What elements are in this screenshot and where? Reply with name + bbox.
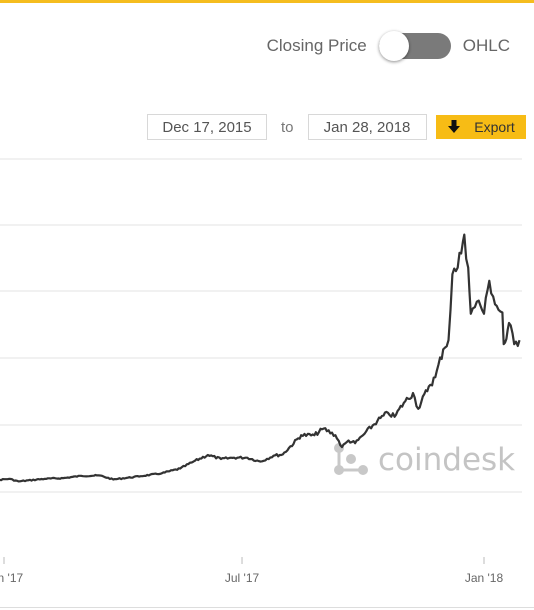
ohlc-label[interactable]: OHLC [462, 36, 510, 55]
top-accent-rule [0, 0, 534, 3]
download-arrow-icon [448, 120, 461, 133]
x-tick-label-0: Jan '17 [0, 571, 23, 585]
closing-price-series-line [0, 233, 521, 483]
x-tick-label-1: Jul '17 [225, 571, 260, 585]
switch-knob[interactable] [378, 31, 409, 61]
price-mode-switch[interactable] [378, 31, 451, 61]
price-mode-toggle-row: Closing Price OHLC [266, 31, 510, 61]
x-axis: Jan '17 Jul '17 Jan '18 [0, 557, 503, 585]
start-date-input[interactable] [147, 114, 267, 140]
x-tick-label-2: Jan '18 [465, 571, 504, 585]
closing-price-label[interactable]: Closing Price [266, 36, 367, 55]
date-range-row: to Export [147, 114, 526, 140]
watermark-text: coindesk [378, 442, 515, 478]
coindesk-logo-icon [334, 443, 368, 475]
end-date-input[interactable] [307, 114, 427, 140]
bottom-divider [0, 607, 534, 608]
export-button[interactable]: Export [435, 115, 526, 139]
chart-grid [0, 158, 522, 493]
range-to-label: to [281, 118, 294, 136]
coindesk-watermark: coindesk [334, 442, 515, 478]
export-button-label: Export [474, 119, 515, 135]
